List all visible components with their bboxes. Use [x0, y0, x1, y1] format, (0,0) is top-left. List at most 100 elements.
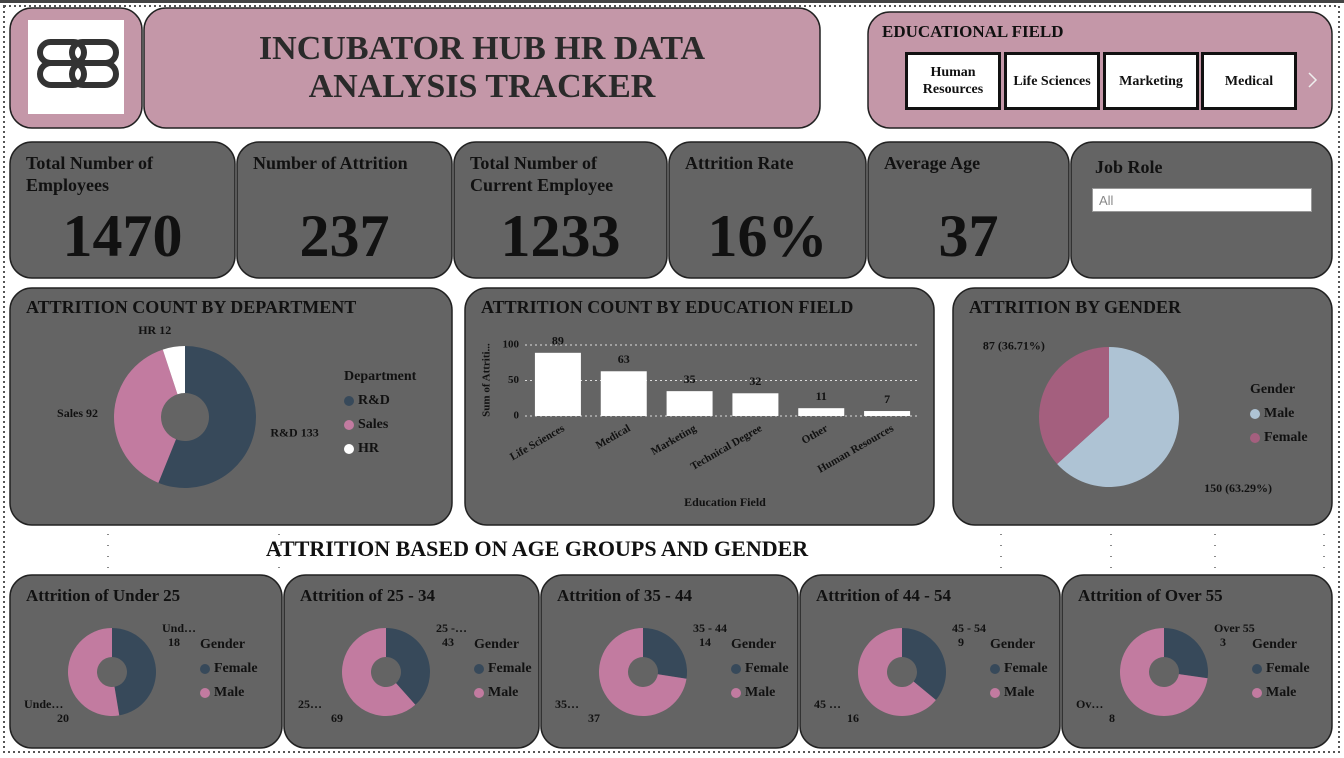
kpi-value: 1470 [62, 202, 183, 269]
legend-marker [731, 688, 741, 698]
slice-label: 25… [298, 697, 322, 711]
slicer-button[interactable]: Medical [1201, 52, 1297, 110]
legend-marker [200, 688, 210, 698]
slice-value: 43 [442, 635, 454, 649]
legend-label: Male [488, 685, 518, 700]
legend-label: Sales [358, 417, 389, 432]
legend-marker [1252, 664, 1262, 674]
bar [534, 352, 581, 416]
kpi-card [867, 141, 1070, 279]
legend-marker [1250, 433, 1260, 443]
legend-label: HR [358, 441, 380, 456]
legend-title: Gender [1250, 382, 1295, 397]
legend-marker [200, 664, 210, 674]
kpi-value: 37 [938, 202, 999, 269]
slice [1164, 628, 1208, 679]
value-label: 63 [618, 352, 630, 366]
kpi-card [236, 141, 453, 279]
chart-title: ATTRITION COUNT BY EDUCATION FIELD [481, 297, 853, 317]
legend-title: Department [344, 369, 417, 384]
legend-label: Male [214, 685, 244, 700]
slice [599, 628, 687, 716]
slice-value: 8 [1109, 711, 1115, 725]
slicer-title: EDUCATIONAL FIELD [882, 22, 1064, 41]
slice-value: 20 [57, 711, 69, 725]
slice [643, 628, 687, 679]
slice-label: Over 55 [1214, 621, 1255, 635]
job-role-dropdown[interactable]: All [1092, 188, 1312, 212]
kpi-value: 1233 [500, 202, 621, 269]
slice-value: 14 [699, 635, 711, 649]
slice [341, 628, 416, 717]
kpi-label: Average Age [884, 153, 981, 173]
legend-marker [474, 664, 484, 674]
slice [158, 346, 257, 489]
legend-label: Male [1264, 406, 1294, 421]
slicer-button[interactable]: Life Sciences [1004, 52, 1100, 110]
legend-label: Female [1004, 661, 1048, 676]
legend-label: Female [1264, 430, 1308, 445]
legend-title: Gender [474, 637, 519, 652]
chart-title: ATTRITION BY GENDER [969, 297, 1182, 317]
slice-label: 150 (63.29%) [1204, 481, 1272, 495]
slicer-button[interactable]: Human Resources [905, 52, 1001, 110]
slice-value: 3 [1220, 635, 1226, 649]
slice [67, 628, 120, 717]
legend-title: Gender [990, 637, 1035, 652]
bar [798, 408, 845, 416]
slice-label: Ov… [1076, 697, 1103, 711]
y-tick-label: 100 [503, 339, 520, 351]
y-tick-label: 0 [514, 410, 520, 422]
slice-category: R&D [270, 425, 298, 439]
kpi-value: 237 [299, 202, 390, 269]
legend-title: Gender [200, 637, 245, 652]
slicer-button[interactable]: Marketing [1103, 52, 1199, 110]
kpi-card [668, 141, 867, 279]
y-tick-label: 50 [508, 374, 520, 386]
chart-title: ATTRITION COUNT BY DEPARTMENT [26, 297, 356, 317]
value-label: 32 [749, 374, 761, 388]
slice [114, 349, 178, 483]
slice-label: Unde… [24, 697, 63, 711]
legend-marker [1250, 409, 1260, 419]
chart-title: Attrition of 25 - 34 [300, 586, 436, 605]
slice-label: Und… [162, 621, 196, 635]
bar [600, 371, 647, 416]
slice-value: 133 [301, 425, 319, 439]
kpi-card [9, 141, 236, 279]
kpi-label: Attrition Rate [685, 153, 794, 173]
chart-title: Attrition of 44 - 54 [816, 586, 952, 605]
slice [162, 346, 185, 395]
legend-marker [344, 420, 354, 430]
kpi-value: 16% [707, 202, 828, 269]
legend-label: Male [1266, 685, 1296, 700]
slice-label: 35 - 44 [693, 621, 727, 635]
legend-label: R&D [358, 393, 390, 408]
slice-value: 12 [159, 323, 171, 337]
chart-title: Attrition of 35 - 44 [557, 586, 693, 605]
kpi-label: Total Number of Employees [26, 153, 154, 195]
slice-value: 16 [847, 711, 859, 725]
slice-label: 35… [555, 697, 579, 711]
bar [864, 411, 911, 416]
slice-label: 87 (36.71%) [983, 339, 1045, 353]
legend-marker [990, 664, 1000, 674]
y-axis-label: Sum of Attriti... [481, 343, 493, 417]
legend-label: Male [745, 685, 775, 700]
x-axis-label: Education Field [684, 495, 766, 509]
legend-label: Female [214, 661, 258, 676]
legend-title: Gender [1252, 637, 1297, 652]
legend-label: Male [1004, 685, 1034, 700]
slice-category: HR [138, 323, 156, 337]
value-label: 7 [884, 392, 890, 406]
logo-shape [69, 60, 119, 88]
slice [1057, 347, 1179, 487]
kpi-card [453, 141, 668, 279]
dashboard-title: INCUBATOR HUB HR DATA ANALYSIS TRACKER [258, 30, 706, 105]
legend-marker [1252, 688, 1262, 698]
slice-value: 92 [86, 406, 98, 420]
slice-label: 45 … [814, 697, 841, 711]
slice-value: 37 [588, 711, 600, 725]
